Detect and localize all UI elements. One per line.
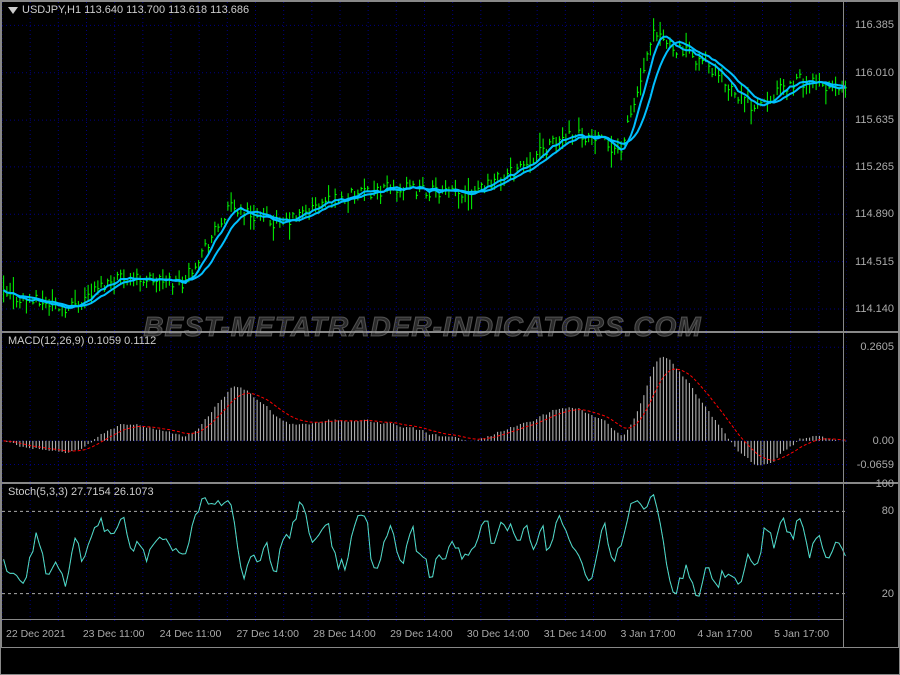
stoch-info-label: Stoch(5,3,3) 27.7154 26.1073: [8, 486, 154, 498]
macd-y-axis: -0.0659 0.00 0.2605: [843, 333, 898, 482]
stoch-title: Stoch(5,3,3) 27.7154 26.1073: [8, 486, 154, 498]
dropdown-icon: [8, 7, 18, 14]
y-tick-label: 20: [882, 588, 894, 600]
macd-plot-area[interactable]: [2, 333, 843, 482]
y-tick-label: 114.515: [855, 256, 894, 268]
macd-info-label: MACD(12,26,9) 0.1059 0.1112: [8, 335, 156, 347]
y-tick-label: 115.635: [855, 114, 894, 126]
chart-container: USDJPY,H1 113.640 113.700 113.618 113.68…: [0, 0, 900, 675]
time-tick-label: 23 Dec 11:00: [83, 628, 145, 640]
macd-panel: MACD(12,26,9) 0.1059 0.1112 -0.0659 0.00 0…: [1, 332, 899, 483]
main-price-panel: USDJPY,H1 113.640 113.700 113.618 113.68…: [1, 1, 899, 332]
time-tick-label: 29 Dec 14:00: [390, 628, 452, 640]
time-tick-label: 28 Dec 14:00: [313, 628, 375, 640]
time-tick-label: 27 Dec 14:00: [236, 628, 298, 640]
time-tick-label: 4 Jan 17:00: [697, 628, 752, 640]
time-tick-label: 3 Jan 17:00: [621, 628, 676, 640]
y-tick-label: 80: [882, 505, 894, 517]
y-tick-label: 116.385: [855, 19, 894, 31]
y-tick-label: 115.265: [855, 161, 894, 173]
time-tick-label: 22 Dec 2021: [6, 628, 66, 640]
stoch-y-axis: 2080100: [843, 484, 898, 647]
time-tick-label: 5 Jan 17:00: [774, 628, 829, 640]
y-tick-label: 114.890: [855, 208, 894, 220]
main-plot-area[interactable]: [2, 2, 843, 331]
y-tick-label: 116.010: [855, 67, 894, 79]
y-tick-label: 0.00: [873, 435, 894, 447]
time-tick-label: 30 Dec 14:00: [467, 628, 529, 640]
symbol-title: USDJPY,H1 113.640 113.700 113.618 113.68…: [22, 4, 249, 16]
y-tick-label: -0.0659: [857, 459, 894, 471]
time-tick-label: 31 Dec 14:00: [544, 628, 606, 640]
y-tick-label: 114.140: [855, 303, 894, 315]
main-y-axis: 114.140 114.515 114.890 115.265 115.635 116.0…: [843, 2, 898, 331]
stoch-panel: Stoch(5,3,3) 27.7154 26.1073 2080100 22 …: [1, 483, 899, 648]
symbol-info-label: USDJPY,H1 113.640 113.700 113.618 113.68…: [8, 4, 249, 16]
y-tick-label: 100: [876, 478, 894, 490]
macd-title: MACD(12,26,9) 0.1059 0.1112: [8, 335, 156, 347]
time-tick-label: 24 Dec 11:00: [160, 628, 222, 640]
time-axis: 22 Dec 2021 23 Dec 11:00 24 Dec 11:00 27 De…: [2, 619, 843, 647]
y-tick-label: 0.2605: [860, 341, 894, 353]
stoch-plot-area[interactable]: [2, 484, 843, 619]
